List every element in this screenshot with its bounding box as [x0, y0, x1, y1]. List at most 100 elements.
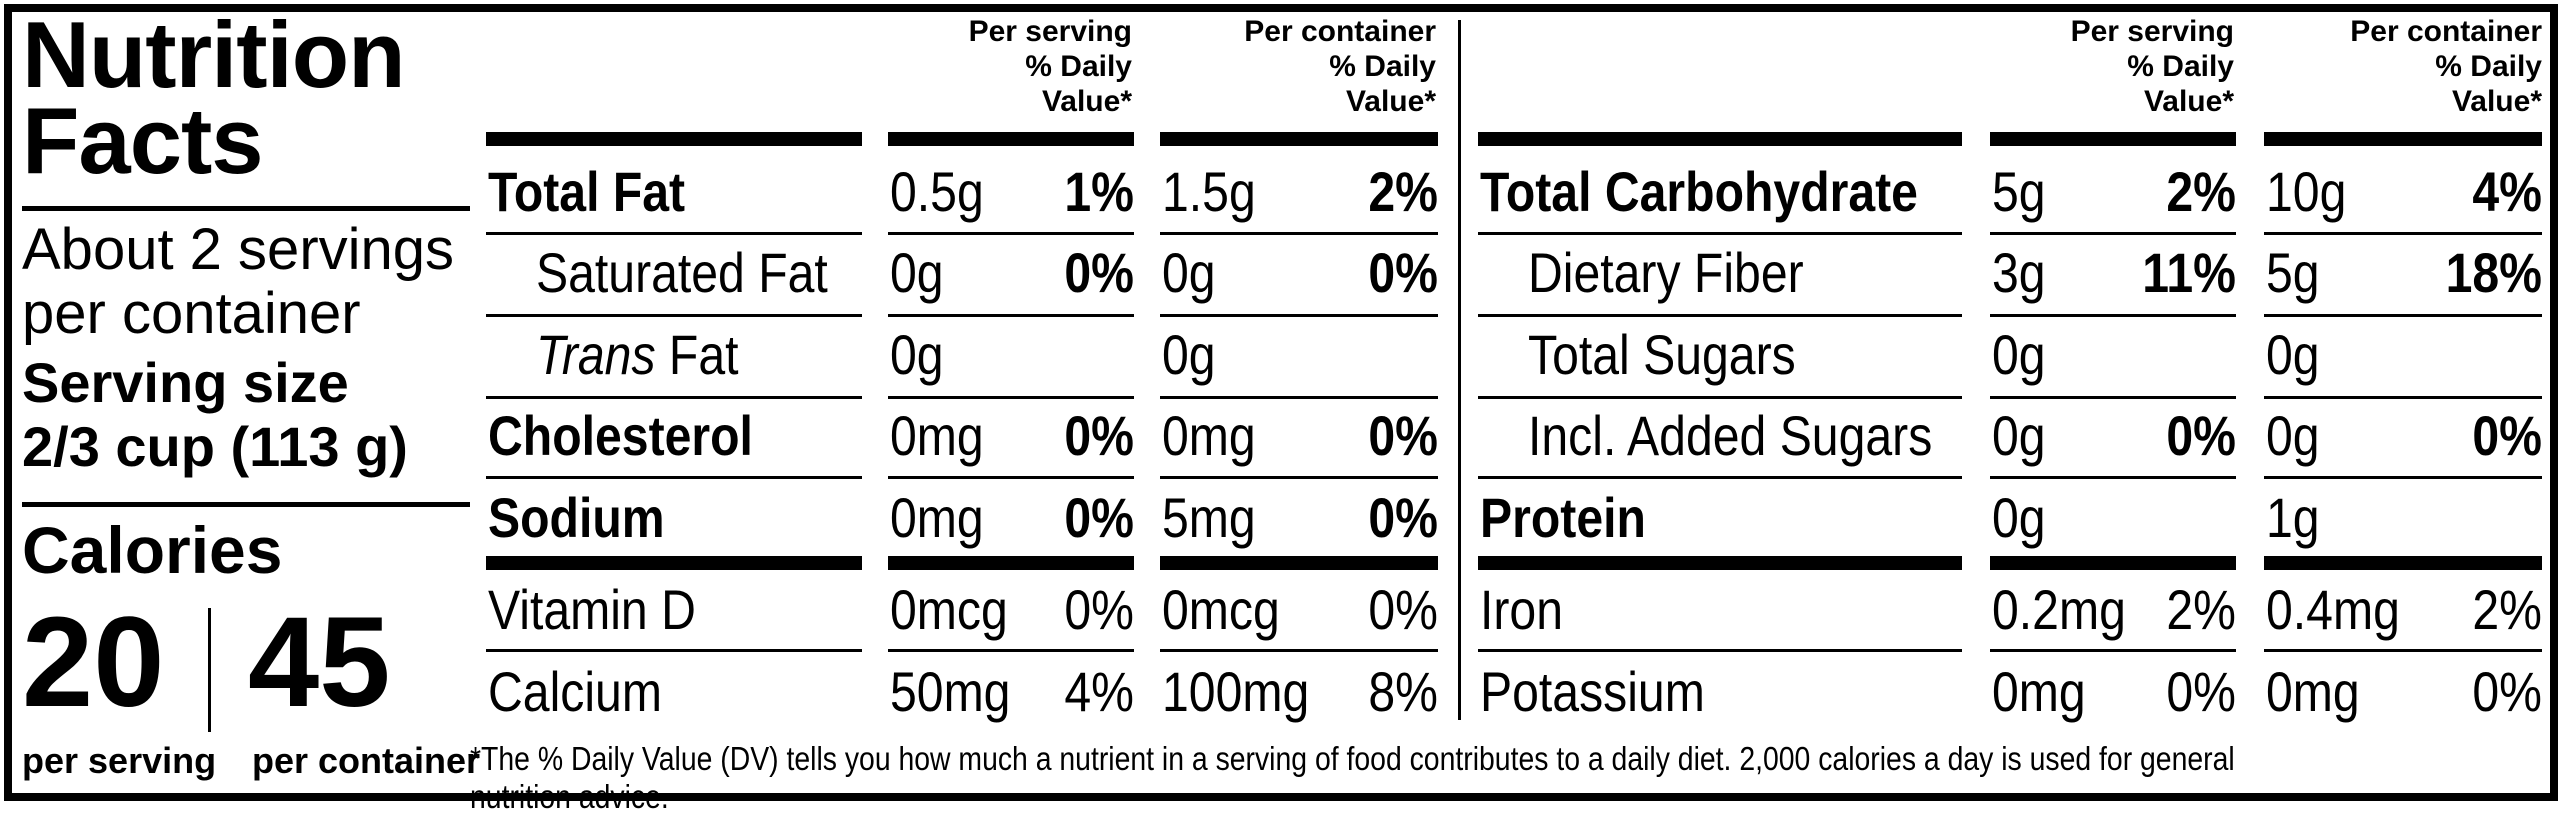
row-rule	[486, 232, 862, 235]
serving-amount: 0mg	[890, 404, 984, 467]
row-rule	[486, 476, 862, 479]
serving-daily-value: 11%	[2142, 241, 2236, 304]
serving-daily-value: 0%	[1064, 241, 1134, 304]
serving-daily-value: 2%	[2166, 160, 2236, 223]
row-rule	[888, 396, 1134, 399]
calories-divider	[208, 608, 211, 732]
row-rule	[1990, 314, 2236, 317]
serving-size-label: Serving size	[22, 351, 349, 414]
container-daily-value: 0%	[2472, 404, 2542, 467]
thick-bar	[888, 132, 1134, 146]
calories-per-serving: 20	[22, 591, 165, 734]
title-line1: Nutrition	[22, 2, 406, 107]
per-container-label: per container	[252, 740, 481, 781]
nutrient-name: Dietary Fiber	[1528, 241, 1804, 304]
serving-daily-value: 0%	[1064, 404, 1134, 467]
container-amount: 1.5g	[1162, 160, 1256, 223]
servings-line1: About 2 servings	[22, 217, 455, 282]
thick-bar	[1990, 132, 2236, 146]
container-amount: 0mcg	[1162, 578, 1280, 641]
row-rule	[1160, 314, 1438, 317]
container-daily-value: 4%	[2472, 160, 2542, 223]
container-amount: 0g	[2266, 323, 2320, 386]
serving-daily-value: 4%	[1064, 660, 1134, 723]
thick-bar	[486, 132, 862, 146]
row-rule	[888, 232, 1134, 235]
serving-amount: 0mg	[1992, 660, 2086, 723]
row-rule	[1990, 396, 2236, 399]
row-rule	[2264, 314, 2542, 317]
mid-thick-bar	[888, 556, 1134, 570]
serving-amount: 50mg	[890, 660, 1011, 723]
container-amount: 0mg	[1162, 404, 1256, 467]
row-rule	[1478, 232, 1962, 235]
mid-thick-bar	[1478, 556, 1962, 570]
container-amount: 10g	[2266, 160, 2347, 223]
serving-amount: 5g	[1992, 160, 2046, 223]
row-rule	[1160, 232, 1438, 235]
title-line2: Facts	[22, 88, 264, 193]
nutrient-name: Protein	[1480, 486, 1646, 549]
row-rule	[1160, 396, 1438, 399]
container-daily-value: 2%	[2472, 578, 2542, 641]
nutrient-name: Sodium	[488, 486, 665, 549]
container-daily-value: 2%	[1368, 160, 1438, 223]
footnote: *The % Daily Value (DV) tells you how mu…	[470, 740, 2235, 815]
row-rule	[1990, 232, 2236, 235]
row-rule	[1160, 649, 1438, 652]
nutrient-name: Calcium	[488, 660, 662, 723]
container-daily-value: 0%	[1368, 578, 1438, 641]
nutrient-name: Saturated Fat	[536, 241, 828, 304]
serving-amount: 0.5g	[890, 160, 984, 223]
nutrient-name: Total Carbohydrate	[1480, 160, 1918, 223]
row-rule	[486, 396, 862, 399]
mid-thick-bar	[1160, 556, 1438, 570]
nutrient-name: Potassium	[1480, 660, 1705, 723]
container-amount: 0g	[1162, 323, 1216, 386]
serving-daily-value: 1%	[1064, 160, 1134, 223]
row-rule	[2264, 476, 2542, 479]
header-left-serving: Per serving% Daily Value*	[968, 15, 1132, 118]
container-amount: 0g	[1162, 241, 1216, 304]
thick-bar	[1160, 132, 1438, 146]
container-amount: 100mg	[1162, 660, 1310, 723]
container-amount: 0mg	[2266, 660, 2360, 723]
container-amount: 0g	[2266, 404, 2320, 467]
serving-amount: 0g	[1992, 486, 2046, 549]
serving-daily-value: 0%	[2166, 660, 2236, 723]
servings-line2: per container	[22, 281, 361, 346]
column-divider	[1458, 20, 1461, 720]
header-right-container: Per container% Daily Value*	[2350, 15, 2542, 118]
container-daily-value: 0%	[1368, 404, 1438, 467]
row-rule	[1990, 649, 2236, 652]
row-rule	[888, 314, 1134, 317]
thick-bar	[2264, 132, 2542, 146]
container-daily-value: 0%	[1368, 241, 1438, 304]
header-left-container: Per container% Daily Value*	[1244, 15, 1436, 118]
row-rule	[1478, 476, 1962, 479]
title-divider	[22, 206, 470, 211]
calories-per-container: 45	[248, 591, 391, 734]
mid-thick-bar	[1990, 556, 2236, 570]
row-rule	[2264, 232, 2542, 235]
container-daily-value: 18%	[2445, 241, 2542, 304]
nutrient-name: Incl. Added Sugars	[1528, 404, 1933, 467]
mid-thick-bar	[2264, 556, 2542, 570]
thick-bar	[1478, 132, 1962, 146]
container-daily-value: 0%	[2472, 660, 2542, 723]
header-right-serving: Per serving% Daily Value*	[2070, 15, 2234, 118]
serving-amount: 0g	[890, 241, 944, 304]
per-serving-label: per serving	[22, 740, 217, 781]
container-amount: 0.4mg	[2266, 578, 2400, 641]
row-rule	[486, 649, 862, 652]
serving-amount: 0g	[1992, 323, 2046, 386]
container-daily-value: 0%	[1368, 486, 1438, 549]
nutrient-name: Total Sugars	[1528, 323, 1796, 386]
row-rule	[1478, 396, 1962, 399]
nutrient-name: Trans Fat	[536, 323, 739, 386]
row-rule	[1478, 649, 1962, 652]
container-daily-value: 8%	[1368, 660, 1438, 723]
mid-thick-bar	[486, 556, 862, 570]
container-amount: 1g	[2266, 486, 2320, 549]
serving-amount: 0mg	[890, 486, 984, 549]
